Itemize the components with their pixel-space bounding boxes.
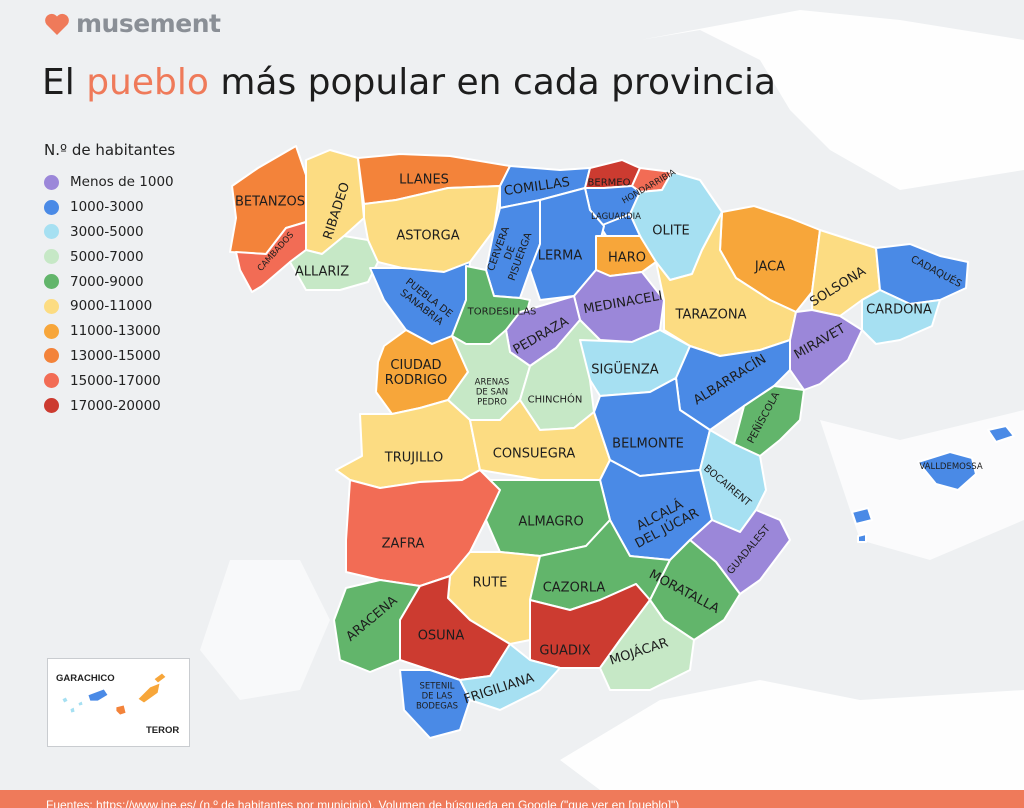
canary-islands-map bbox=[61, 672, 167, 716]
town-label: CIUDAD RODRIGO bbox=[384, 358, 448, 388]
legend-swatch bbox=[44, 373, 59, 389]
legend: N.º de habitantes Menos de 1000 1000-3000… bbox=[44, 141, 175, 418]
town-label: GUADIX bbox=[539, 643, 591, 659]
town-label: RUTE bbox=[472, 575, 508, 591]
legend-swatch bbox=[44, 298, 59, 314]
town-label: TARAZONA bbox=[675, 307, 747, 323]
town-label: ZAFRA bbox=[381, 536, 425, 552]
legend-swatch bbox=[44, 174, 59, 190]
legend-label: 11000-13000 bbox=[70, 323, 161, 340]
town-label: CONSUEGRA bbox=[492, 446, 576, 462]
legend-item: Menos de 1000 bbox=[44, 170, 175, 195]
legend-label: Menos de 1000 bbox=[70, 174, 174, 191]
canary-label-teror: TEROR bbox=[146, 725, 180, 736]
legend-item: 3000-5000 bbox=[44, 220, 175, 245]
page-title: El pueblo más popular en cada provincia bbox=[42, 62, 776, 103]
legend-item: 1000-3000 bbox=[44, 195, 175, 220]
town-label: CAZORLA bbox=[542, 580, 606, 596]
legend-item: 17000-20000 bbox=[44, 393, 175, 418]
heart-icon bbox=[45, 13, 69, 35]
legend-label: 3000-5000 bbox=[70, 223, 144, 240]
town-label: ASTORGA bbox=[396, 228, 460, 244]
title-part2: más popular en cada provincia bbox=[208, 62, 777, 103]
town-label: ARENAS DE SAN PEDRO bbox=[474, 377, 510, 407]
town-label: BETANZOS bbox=[234, 194, 306, 210]
legend-item: 13000-15000 bbox=[44, 344, 175, 369]
footer-sources: Fuentes: https://www.ine.es/ (n.º de hab… bbox=[0, 790, 1024, 808]
legend-item: 15000-17000 bbox=[44, 368, 175, 393]
town-label: HARO bbox=[608, 250, 646, 266]
town-label: VALLDEMOSSA bbox=[919, 462, 983, 472]
legend-label: 7000-9000 bbox=[70, 273, 144, 290]
legend-swatch bbox=[44, 249, 59, 265]
town-label: OSUNA bbox=[417, 628, 465, 644]
town-label: BERMEO bbox=[587, 177, 631, 189]
town-label: LERMA bbox=[537, 248, 583, 264]
title-part1: El bbox=[42, 62, 87, 103]
town-label: CHINCHÓN bbox=[527, 394, 583, 406]
legend-swatch bbox=[44, 199, 59, 215]
title-highlight: pueblo bbox=[86, 62, 209, 103]
canary-label-garachico: GARACHICO bbox=[56, 673, 115, 684]
canary-islands-inset: GARACHICO TEROR bbox=[47, 658, 190, 747]
town-label: SETENIL DE LAS BODEGAS bbox=[415, 681, 459, 711]
legend-swatch bbox=[44, 274, 59, 290]
legend-item: 11000-13000 bbox=[44, 319, 175, 344]
brand-logo[interactable]: musement bbox=[44, 9, 221, 38]
legend-label: 1000-3000 bbox=[70, 199, 144, 216]
legend-item: 9000-11000 bbox=[44, 294, 175, 319]
legend-item: 5000-7000 bbox=[44, 244, 175, 269]
legend-label: 13000-15000 bbox=[70, 347, 161, 364]
legend-label: 9000-11000 bbox=[70, 298, 153, 315]
town-label: SIGÜENZA bbox=[591, 362, 659, 378]
town-label: ALMAGRO bbox=[518, 514, 584, 530]
town-label: TORDESILLAS bbox=[467, 306, 537, 318]
town-label: LAGUARDIA bbox=[591, 212, 641, 222]
town-label: LLANES bbox=[399, 172, 449, 188]
town-label: ALLARIZ bbox=[294, 264, 350, 280]
town-label: OLITE bbox=[652, 223, 690, 239]
town-label: CARDONA bbox=[866, 302, 932, 318]
legend-label: 17000-20000 bbox=[70, 397, 161, 414]
legend-swatch bbox=[44, 224, 59, 240]
legend-swatch bbox=[44, 398, 59, 414]
legend-swatch bbox=[44, 348, 59, 364]
legend-label: 5000-7000 bbox=[70, 248, 144, 265]
legend-title: N.º de habitantes bbox=[44, 141, 176, 159]
legend-swatch bbox=[44, 323, 59, 339]
town-label: TRUJILLO bbox=[384, 450, 444, 466]
legend-items: Menos de 1000 1000-3000 3000-5000 5000-7000… bbox=[44, 170, 175, 418]
town-label: JACA bbox=[754, 259, 786, 275]
town-label: BELMONTE bbox=[612, 436, 684, 452]
legend-label: 15000-17000 bbox=[70, 372, 161, 389]
legend-item: 7000-9000 bbox=[44, 269, 175, 294]
brand-name: musement bbox=[76, 9, 221, 38]
